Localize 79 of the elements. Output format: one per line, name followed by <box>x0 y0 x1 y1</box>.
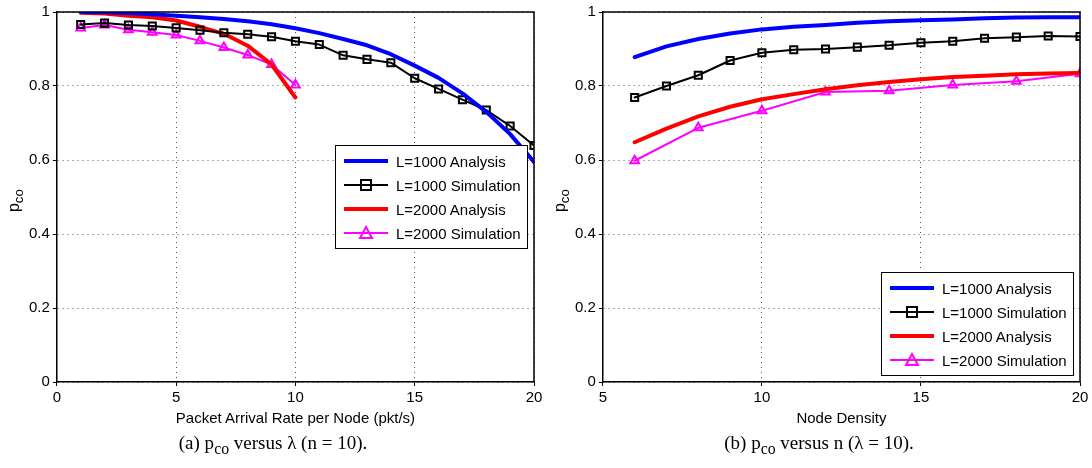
text: (b) p$_{co}$ versus n (λ = 10). <box>723 432 915 458</box>
y-tick-label: 0.4 <box>28 224 50 242</box>
point <box>267 32 277 42</box>
point <box>820 44 831 54</box>
point <box>852 42 862 52</box>
point <box>757 48 767 58</box>
point <box>693 70 703 80</box>
point <box>314 40 324 50</box>
y-tick-label: 0.8 <box>28 76 50 94</box>
y-tick-label: 0 <box>41 372 50 390</box>
legend-label: L=2000 Simulation <box>396 224 521 242</box>
point <box>883 84 895 95</box>
x-tick-label: 10 <box>753 388 771 406</box>
point <box>266 58 277 69</box>
point <box>386 58 396 68</box>
point <box>170 28 182 39</box>
point <box>1011 75 1022 85</box>
point <box>146 26 158 36</box>
point <box>290 36 300 46</box>
y-tick-label: 0.2 <box>574 298 596 316</box>
point <box>434 84 444 94</box>
y-tick-label: 1 <box>587 2 596 20</box>
point <box>505 121 515 131</box>
point <box>1011 32 1021 42</box>
point <box>629 154 640 165</box>
y-tick-label: 0.4 <box>574 224 596 242</box>
legend-label: L=1000 Simulation <box>396 176 521 194</box>
y-tick-label: 0.2 <box>28 298 50 316</box>
x-tick-label: 5 <box>598 388 608 406</box>
x-tick-label: 10 <box>287 388 304 406</box>
legend-label: L=1000 Simulation <box>942 303 1067 321</box>
point <box>661 81 672 91</box>
point <box>916 38 926 48</box>
point <box>290 78 301 89</box>
x-tick-label: 5 <box>171 388 181 406</box>
point <box>980 33 990 43</box>
point <box>457 95 467 105</box>
legend-label: L=2000 Analysis <box>396 200 506 218</box>
point <box>362 54 372 64</box>
point <box>171 23 181 33</box>
point <box>123 23 134 34</box>
y-tick-label: 0.6 <box>574 150 596 168</box>
point <box>725 55 735 66</box>
y-tick-label: 0.8 <box>574 76 596 94</box>
legend-label: L=1000 Analysis <box>396 152 506 170</box>
point <box>410 73 420 83</box>
x-tick-label: 15 <box>406 388 424 406</box>
point <box>789 45 799 55</box>
point <box>630 92 640 103</box>
x-tick-label: 15 <box>912 388 930 406</box>
text: (a) p$_{co}$ versus λ (n = 10). <box>177 432 369 458</box>
point <box>820 85 831 96</box>
y-tick-label: 1 <box>41 2 50 20</box>
point <box>481 105 491 115</box>
point <box>147 21 157 31</box>
point <box>219 28 229 38</box>
point <box>884 40 894 50</box>
x-tick-label: 20 <box>525 388 543 406</box>
point <box>123 20 133 30</box>
point <box>756 104 768 115</box>
x-axis-title: Packet Arrival Rate per Node (pkt/s) <box>175 409 416 427</box>
legend-label: L=1000 Analysis <box>942 279 1052 297</box>
point <box>692 121 704 132</box>
legend-label: L=2000 Simulation <box>942 351 1067 369</box>
point <box>338 50 348 60</box>
point <box>947 78 959 89</box>
point <box>242 48 254 59</box>
point <box>218 41 230 52</box>
point <box>243 29 253 39</box>
x-axis-title: Node Density <box>796 409 887 427</box>
x-tick-label: 20 <box>1071 388 1089 406</box>
x-tick-label: 0 <box>52 388 62 406</box>
point <box>948 36 958 46</box>
point <box>1043 31 1053 41</box>
point <box>195 25 205 35</box>
y-tick-label: 0.6 <box>28 150 50 168</box>
legend-label: L=2000 Analysis <box>942 327 1052 345</box>
y-tick-label: 0 <box>587 372 596 390</box>
point <box>194 34 206 45</box>
